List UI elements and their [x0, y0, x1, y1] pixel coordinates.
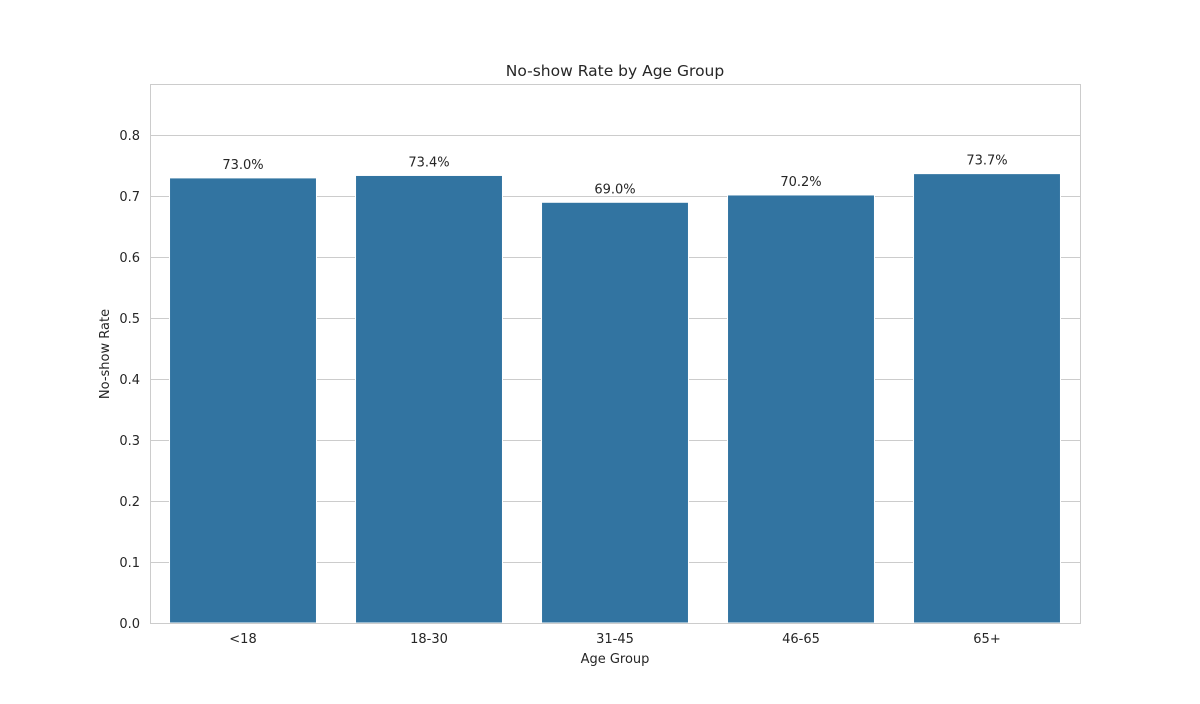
- bar-value-label: 70.2%: [780, 175, 821, 190]
- y-axis-ticks: 0.0 0.1 0.2 0.3 0.4 0.5 0.6 0.7 0.8: [119, 129, 140, 632]
- bar-value-label: 73.7%: [966, 154, 1007, 169]
- bars: [169, 173, 1061, 624]
- x-axis-label: Age Group: [581, 652, 650, 667]
- y-axis-label: No-show Rate: [98, 309, 113, 399]
- data-labels: 73.0% 73.4% 69.0% 70.2% 73.7%: [222, 154, 1007, 198]
- bar: [355, 174, 503, 624]
- x-tick-label: 31-45: [596, 632, 634, 647]
- bar-value-label: 69.0%: [594, 182, 635, 197]
- y-tick-label: 0.1: [119, 556, 140, 571]
- y-tick-label: 0.8: [119, 129, 140, 144]
- y-tick-label: 0.2: [119, 495, 140, 510]
- y-tick-label: 0.4: [119, 373, 140, 388]
- plot-frame: [150, 84, 1081, 624]
- bar-value-label: 73.4%: [408, 155, 449, 170]
- bar: [541, 201, 689, 624]
- y-tick-label: 0.7: [119, 190, 140, 205]
- x-tick-label: <18: [229, 632, 256, 647]
- x-axis-ticks: <18 18-30 31-45 46-65 65+: [229, 632, 1000, 647]
- y-tick-label: 0.3: [119, 434, 140, 449]
- bar-value-label: 73.0%: [222, 158, 263, 173]
- bar: [727, 194, 875, 624]
- y-tick-label: 0.5: [119, 312, 140, 327]
- y-tick-label: 0.6: [119, 251, 140, 266]
- y-tick-label: 0.0: [119, 617, 140, 632]
- bar: [913, 173, 1061, 624]
- x-tick-label: 65+: [973, 632, 1000, 647]
- x-tick-label: 46-65: [782, 632, 820, 647]
- x-tick-label: 18-30: [410, 632, 448, 647]
- chart-title: No-show Rate by Age Group: [506, 62, 724, 80]
- bar: [169, 177, 317, 624]
